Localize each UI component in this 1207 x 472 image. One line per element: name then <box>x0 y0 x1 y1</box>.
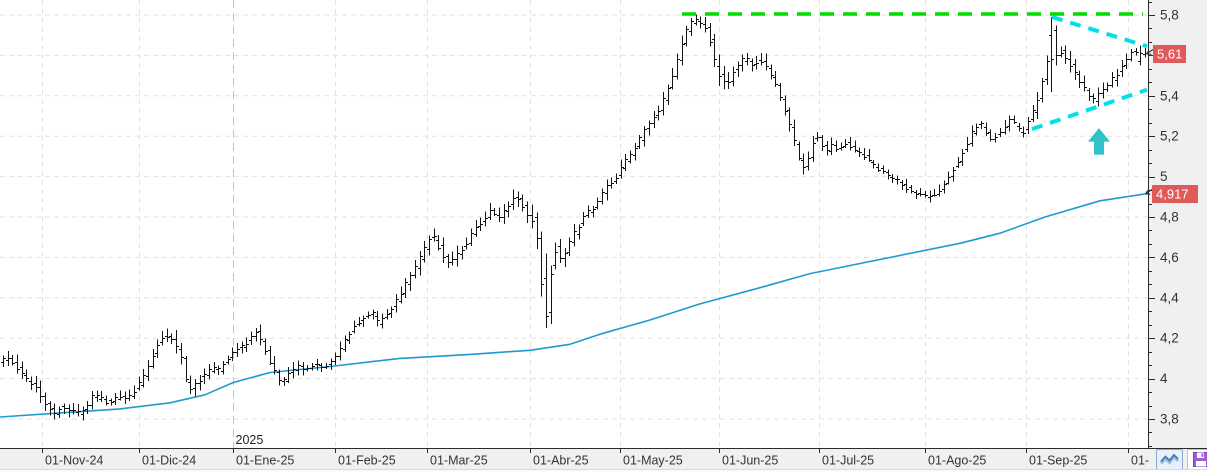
moving-average-path <box>0 192 1149 418</box>
y-axis-label: 4,6 <box>1160 250 1179 265</box>
ma-value-badge: 4,917 <box>1145 185 1198 203</box>
year-divider-label: 2025 <box>236 433 264 447</box>
save-button[interactable] <box>1187 449 1207 470</box>
y-axis-label: 4,2 <box>1160 331 1179 346</box>
x-axis-label: 01-Jun-25 <box>722 454 778 468</box>
zigzag-chart-icon <box>1159 453 1180 465</box>
x-axis-label: 01-Abr-25 <box>533 454 589 468</box>
x-axis-label: 01-Mar-25 <box>430 454 488 468</box>
x-axis-label: 01-Jul-25 <box>822 454 874 468</box>
y-axis-label: 4,4 <box>1160 290 1179 305</box>
plot-area[interactable] <box>0 0 1148 448</box>
x-axis-label: 01-Dic-24 <box>142 454 196 468</box>
gridlines <box>0 0 1148 448</box>
x-axis-label: 01-Ago-25 <box>928 454 986 468</box>
y-axis-label: 5,8 <box>1160 8 1179 23</box>
y-axis-label: 3,8 <box>1160 412 1179 427</box>
x-axis-label: 01-May-25 <box>623 454 683 468</box>
chart-style-button[interactable] <box>1156 449 1183 470</box>
ohlc-price-bars <box>1 14 1148 421</box>
up-arrow-icon <box>1088 128 1110 155</box>
axes-and-ticks <box>0 0 1207 453</box>
wedge-upper-trendline <box>1051 15 1148 49</box>
y-axis-label: 5,2 <box>1160 129 1179 144</box>
x-axis-label: 01-Feb-25 <box>338 454 396 468</box>
x-axis-labels: 01-Nov-24 01-Dic-24 01-Ene-25 01-Feb-25 01-M… <box>45 454 1149 468</box>
y-axis-label: 4,8 <box>1160 210 1179 225</box>
price-marker-arrow-icon <box>1146 49 1154 55</box>
status-strip <box>0 469 1207 472</box>
svg-text:5,61: 5,61 <box>1157 47 1182 62</box>
wedge-lower-trendline <box>1031 87 1148 131</box>
moving-average-line <box>0 192 1149 418</box>
x-axis-label: 01-Sep-25 <box>1029 454 1087 468</box>
y-axis-label: 5 <box>1160 169 1168 184</box>
x-axis-label: 01-Nov-24 <box>45 454 103 468</box>
ma-marker-arrow-icon <box>1145 189 1153 195</box>
y-axis-label: 5,4 <box>1160 88 1179 103</box>
y-axis-label: 4 <box>1160 371 1168 386</box>
last-price-badge: 5,61 <box>1146 45 1186 63</box>
x-axis-label: 01-Ene-25 <box>236 454 294 468</box>
svg-text:4,917: 4,917 <box>1156 187 1189 202</box>
y-axis-labels: 5,8 5,4 5,2 5 4,8 4,6 4,4 4,2 4 3,8 <box>1160 8 1179 427</box>
x-axis-label: 01- <box>1131 454 1149 468</box>
save-floppy-icon <box>1192 452 1207 467</box>
trendline-annotations <box>682 12 1148 155</box>
